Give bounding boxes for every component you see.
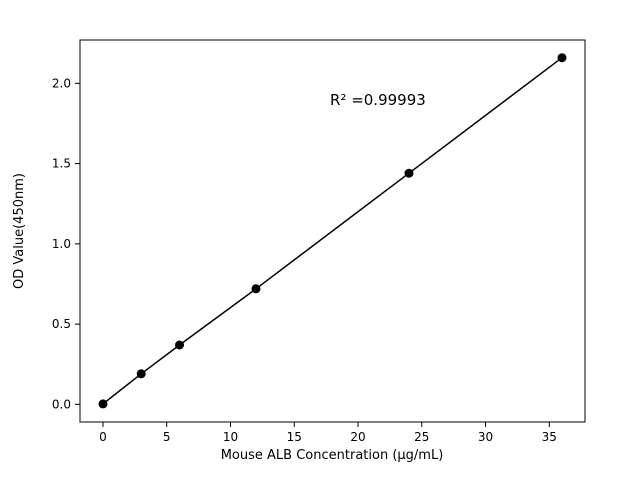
x-tick-label: 0 [99, 430, 107, 444]
y-tick-label: 0.0 [52, 397, 71, 411]
x-axis-label: Mouse ALB Concentration (μg/mL) [221, 448, 444, 463]
x-tick-label: 25 [414, 430, 429, 444]
x-tick-label: 10 [223, 430, 238, 444]
data-series [98, 53, 567, 409]
x-tick-label: 30 [478, 430, 493, 444]
x-tick-label: 20 [350, 430, 365, 444]
x-tick-label: 15 [287, 430, 302, 444]
y-tick-label: 1.0 [52, 237, 71, 251]
y-tick-label: 2.0 [52, 76, 71, 90]
data-point [251, 284, 261, 294]
data-point [175, 340, 184, 350]
r-squared-annotation: R² =0.99993 [330, 91, 426, 109]
data-point [557, 53, 567, 63]
y-tick-label: 0.5 [52, 317, 71, 331]
x-tick-label: 5 [163, 430, 171, 444]
data-point [136, 369, 146, 379]
y-tick-label: 1.5 [52, 157, 71, 171]
y-axis-label: OD Value(450nm) [12, 173, 27, 289]
axis-ticks: 0 5 10 15 20 25 30 35 0.0 0.5 1.0 1.5 2.0 [52, 76, 557, 444]
data-point [404, 168, 414, 178]
x-tick-label: 35 [542, 430, 557, 444]
data-point [98, 399, 108, 409]
fit-line [102, 57, 563, 405]
